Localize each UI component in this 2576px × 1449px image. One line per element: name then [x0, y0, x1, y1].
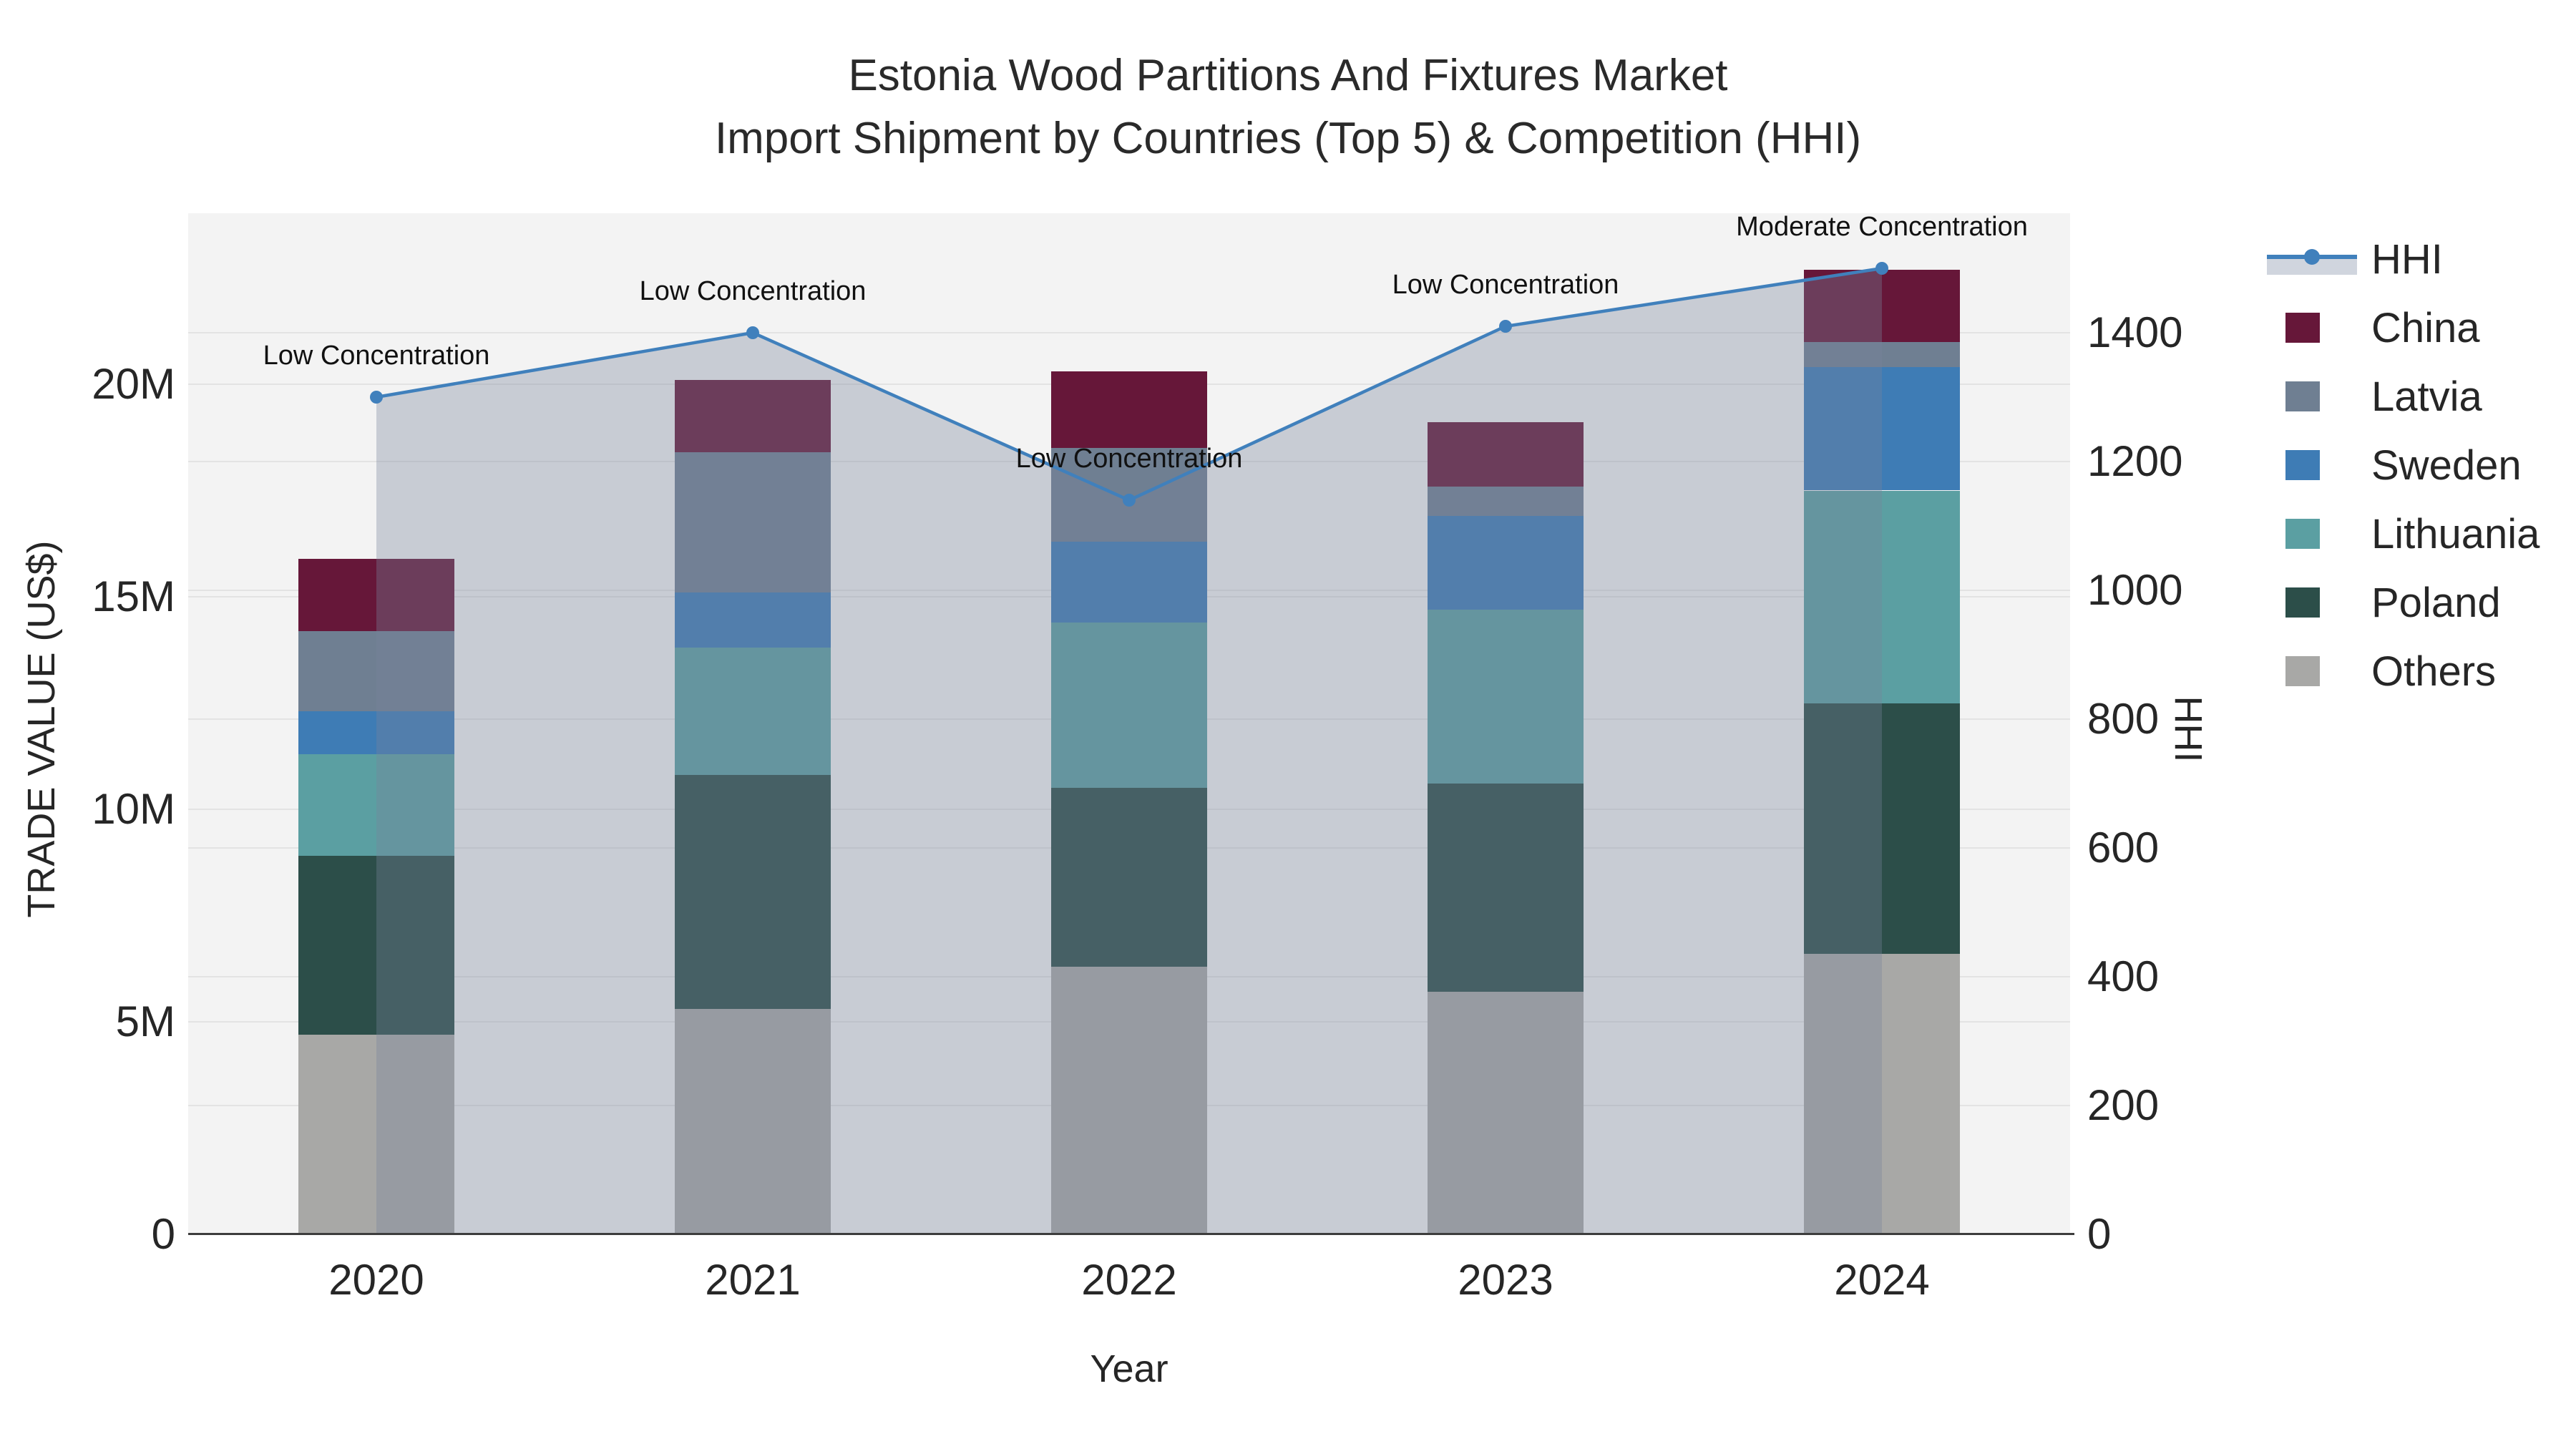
chart-title: Estonia Wood Partitions And Fixtures Mar…: [0, 44, 2576, 170]
legend-label-hhi: HHI: [2371, 235, 2443, 283]
x-axis-line: [188, 1233, 2074, 1235]
bar-segment-lithuania-2020[interactable]: [298, 753, 454, 857]
bar-segment-sweden-2022[interactable]: [1051, 541, 1207, 623]
bar-segment-china-2020[interactable]: [298, 558, 454, 631]
y-left-tick-0: 0: [151, 1210, 175, 1258]
bar-segment-sweden-2023[interactable]: [1428, 516, 1584, 610]
annotation-2021: Low Concentration: [639, 276, 867, 306]
bar-segment-latvia-2023[interactable]: [1428, 486, 1584, 517]
legend-label-lithuania: Lithuania: [2371, 510, 2540, 557]
legend-item-lithuania[interactable]: Lithuania: [2261, 499, 2576, 568]
bar-segment-latvia-2021[interactable]: [675, 452, 831, 593]
bar-segment-china-2021[interactable]: [675, 380, 831, 453]
bar-segment-others-2022[interactable]: [1051, 966, 1207, 1234]
annotation-2023: Low Concentration: [1392, 270, 1619, 300]
y-right-axis-title: HHI: [2167, 696, 2210, 763]
bar-segment-sweden-2021[interactable]: [675, 592, 831, 648]
bar-segment-sweden-2024[interactable]: [1804, 367, 1960, 491]
legend-item-poland[interactable]: Poland: [2261, 568, 2576, 637]
bar-segment-latvia-2024[interactable]: [1804, 341, 1960, 368]
legend-item-latvia[interactable]: Latvia: [2261, 362, 2576, 431]
bar-segment-poland-2020[interactable]: [298, 856, 454, 1035]
y-left-axis-title: TRADE VALUE (US$): [20, 540, 63, 918]
others-swatch-icon: [2261, 653, 2361, 690]
y-right-tick-800: 800: [2087, 695, 2160, 743]
x-axis-title: Year: [1090, 1347, 1169, 1390]
bar-segment-others-2020[interactable]: [298, 1034, 454, 1234]
bar-segment-lithuania-2022[interactable]: [1051, 622, 1207, 789]
bar-segment-china-2024[interactable]: [1804, 269, 1960, 342]
y-right-tick-200: 200: [2087, 1081, 2160, 1129]
y-left-tick-5M: 5M: [115, 997, 175, 1045]
chart-title-line2: Import Shipment by Countries (Top 5) & C…: [714, 114, 1862, 163]
hhi-marker-2024[interactable]: [1875, 262, 1888, 275]
legend-item-hhi[interactable]: HHI: [2261, 225, 2576, 293]
legend-label-latvia: Latvia: [2371, 373, 2482, 420]
y-right-tick-600: 600: [2087, 824, 2160, 872]
legend-label-china: China: [2371, 304, 2480, 351]
legend-item-china[interactable]: China: [2261, 293, 2576, 362]
x-tick-2021: 2021: [705, 1256, 801, 1304]
bar-segment-others-2021[interactable]: [675, 1009, 831, 1234]
y-left-tick-20M: 20M: [92, 360, 175, 408]
y-right-tick-1000: 1000: [2087, 566, 2183, 614]
bar-segment-poland-2022[interactable]: [1051, 788, 1207, 967]
legend-label-sweden: Sweden: [2371, 441, 2522, 489]
y-left-tick-15M: 15M: [92, 572, 175, 620]
legend-item-sweden[interactable]: Sweden: [2261, 431, 2576, 499]
lithuania-swatch-icon: [2261, 515, 2361, 552]
bar-segment-china-2023[interactable]: [1428, 422, 1584, 487]
y-right-tick-400: 400: [2087, 952, 2160, 1000]
hhi-marker-2023[interactable]: [1499, 320, 1512, 333]
annotation-2024: Moderate Concentration: [1736, 212, 2028, 242]
legend-label-poland: Poland: [2371, 579, 2501, 626]
hhi-marker-2021[interactable]: [746, 326, 759, 339]
bar-segment-poland-2024[interactable]: [1804, 703, 1960, 954]
chart-title-line1: Estonia Wood Partitions And Fixtures Mar…: [848, 51, 1728, 100]
bar-segment-others-2024[interactable]: [1804, 953, 1960, 1234]
legend-item-others[interactable]: Others: [2261, 637, 2576, 706]
bar-segment-poland-2021[interactable]: [675, 775, 831, 1010]
x-tick-2020: 2020: [328, 1256, 424, 1304]
sweden-swatch-icon: [2261, 447, 2361, 484]
x-tick-2022: 2022: [1081, 1256, 1177, 1304]
latvia-swatch-icon: [2261, 378, 2361, 415]
bar-segment-lithuania-2021[interactable]: [675, 648, 831, 776]
y-right-tick-1400: 1400: [2087, 308, 2183, 356]
bar-segment-lithuania-2024[interactable]: [1804, 490, 1960, 703]
bar-segment-china-2022[interactable]: [1051, 371, 1207, 449]
hhi-marker-2022[interactable]: [1123, 494, 1136, 507]
y-left-tick-10M: 10M: [92, 785, 175, 833]
gridline-hhi-1400: [188, 332, 2070, 333]
y-right-tick-0: 0: [2087, 1210, 2112, 1258]
china-swatch-icon: [2261, 309, 2361, 346]
legend-label-others: Others: [2371, 648, 2497, 695]
bar-segment-poland-2023[interactable]: [1428, 784, 1584, 992]
hhi-marker-2020[interactable]: [370, 391, 383, 404]
hhi-line-legend-icon: [2261, 240, 2361, 278]
y-right-tick-1200: 1200: [2087, 437, 2183, 485]
annotation-2022: Low Concentration: [1015, 444, 1243, 474]
bar-segment-sweden-2020[interactable]: [298, 711, 454, 754]
bar-segment-others-2023[interactable]: [1428, 992, 1584, 1234]
annotation-2020: Low Concentration: [263, 341, 490, 371]
poland-swatch-icon: [2261, 584, 2361, 621]
bar-segment-latvia-2020[interactable]: [298, 630, 454, 712]
bar-segment-lithuania-2023[interactable]: [1428, 609, 1584, 784]
x-tick-2024: 2024: [1834, 1256, 1930, 1304]
x-tick-2023: 2023: [1458, 1256, 1553, 1304]
